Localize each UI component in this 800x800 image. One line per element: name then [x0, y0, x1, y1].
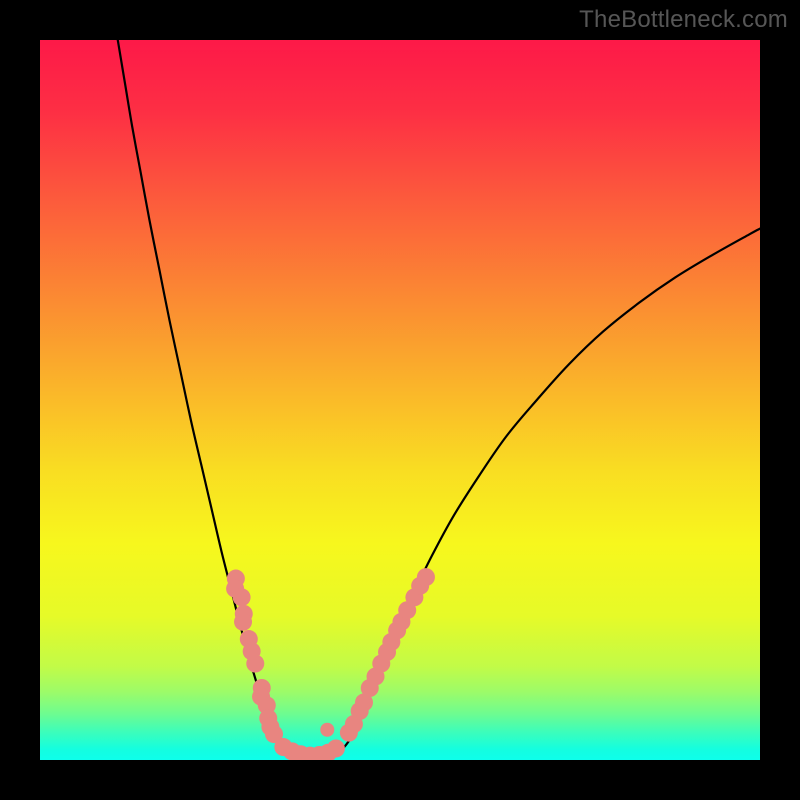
data-marker	[417, 568, 435, 586]
data-marker	[233, 588, 251, 606]
data-marker	[246, 655, 264, 673]
chart-background	[40, 40, 760, 760]
data-marker	[234, 613, 252, 631]
chart-container: TheBottleneck.com	[0, 0, 800, 800]
chart-svg	[40, 40, 760, 760]
plot-area	[40, 40, 760, 760]
watermark-text: TheBottleneck.com	[579, 6, 788, 34]
data-marker	[320, 723, 334, 737]
data-marker	[327, 739, 345, 757]
